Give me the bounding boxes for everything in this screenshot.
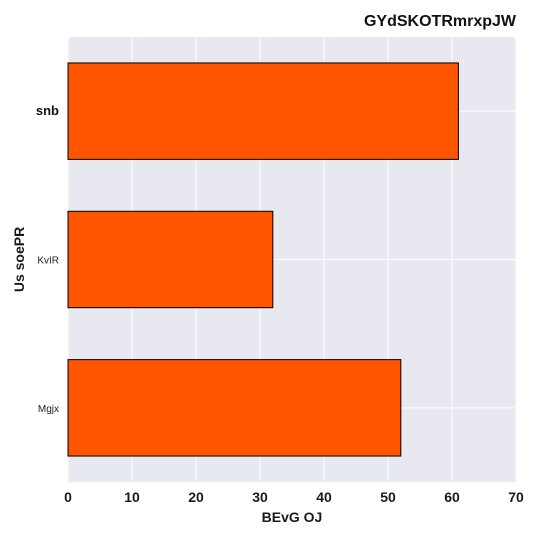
bar-kvir xyxy=(67,210,274,309)
x-axis-label: BEvG OJ xyxy=(262,509,323,525)
x-tick-label: 10 xyxy=(124,489,140,505)
x-tick-label: 40 xyxy=(316,489,332,505)
x-tick-label: 30 xyxy=(252,489,268,505)
y-tick-label: Mgjx xyxy=(38,404,59,415)
bar-mgjx xyxy=(67,359,402,457)
y-tick-labels: snb KvIR Mgjx xyxy=(36,103,59,415)
y-axis-label: Us soePR xyxy=(11,227,27,292)
y-tick-label: KvIR xyxy=(37,256,59,267)
x-tick-label: 60 xyxy=(444,489,460,505)
x-tick-label: 0 xyxy=(64,489,72,505)
x-tick-label: 50 xyxy=(380,489,396,505)
chart-title: GYdSKOTRmrxpJW xyxy=(364,13,517,30)
bars xyxy=(67,62,459,457)
y-tick-label: snb xyxy=(36,103,59,118)
x-tick-label: 70 xyxy=(508,489,524,505)
x-tick-labels: 0 10 20 30 40 50 60 70 xyxy=(64,489,524,505)
x-tick-label: 20 xyxy=(188,489,204,505)
bar-snb xyxy=(67,62,459,160)
